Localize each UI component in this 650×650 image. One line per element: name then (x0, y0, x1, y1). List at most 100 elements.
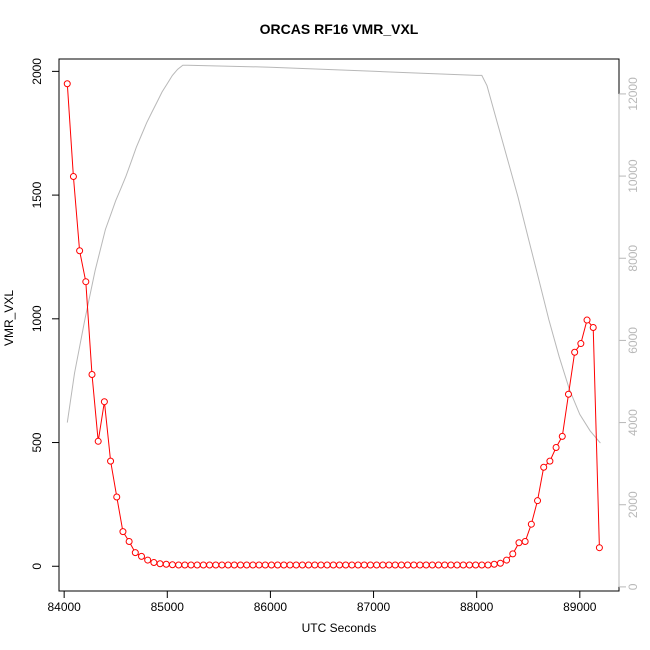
data-point (521, 538, 529, 546)
data-point (348, 561, 356, 569)
data-point (131, 549, 139, 557)
data-point (218, 561, 226, 569)
altitude-line (66, 64, 601, 444)
data-point (422, 561, 430, 569)
data-point (280, 561, 288, 569)
data-point (181, 561, 189, 569)
data-point (274, 561, 282, 569)
y2-tick-label: 6000 (626, 327, 640, 354)
data-point (323, 561, 331, 569)
data-point (224, 561, 232, 569)
data-point (249, 561, 257, 569)
y-tick-label: 500 (30, 432, 44, 452)
x-tick-label: 88000 (460, 600, 494, 614)
y2-tick-label: 10000 (626, 159, 640, 193)
series-altitude (66, 64, 601, 444)
data-point (583, 316, 591, 324)
y2-tick-label: 12000 (626, 77, 640, 111)
data-point (478, 561, 486, 569)
data-point (453, 561, 461, 569)
x-axis-label: UTC Seconds (302, 621, 377, 635)
data-point (441, 561, 449, 569)
data-point (187, 561, 195, 569)
data-point (267, 561, 275, 569)
data-point (366, 561, 374, 569)
x-tick-label: 87000 (357, 600, 391, 614)
y2-tick-label: 2000 (626, 491, 640, 518)
data-point (515, 539, 523, 547)
data-point (292, 561, 300, 569)
data-point (484, 561, 492, 569)
data-point (230, 561, 238, 569)
data-point (472, 561, 480, 569)
data-point (435, 561, 443, 569)
data-point (119, 528, 127, 536)
data-point (107, 457, 115, 465)
data-point (212, 561, 220, 569)
y-axis-right: 0 2000 4000 6000 8000 10000 12000 (618, 77, 640, 590)
data-point (76, 247, 84, 255)
data-point (162, 560, 170, 568)
data-point (175, 561, 183, 569)
data-point (509, 550, 517, 558)
data-point (100, 398, 108, 406)
data-point (577, 340, 585, 348)
data-point (416, 561, 424, 569)
data-point (317, 561, 325, 569)
data-point (237, 561, 245, 569)
x-tick-label: 89000 (563, 600, 597, 614)
data-point (589, 323, 597, 331)
y2-tick-label: 4000 (626, 409, 640, 436)
data-point (286, 561, 294, 569)
data-point (342, 561, 350, 569)
data-point (447, 561, 455, 569)
data-point (336, 561, 344, 569)
data-point (311, 561, 319, 569)
data-point (410, 561, 418, 569)
data-point (82, 278, 90, 286)
data-point (354, 561, 362, 569)
data-point (595, 544, 603, 552)
data-point (193, 561, 201, 569)
data-point (144, 556, 152, 564)
data-point (360, 561, 368, 569)
y-tick-label: 1000 (30, 305, 44, 332)
data-point (329, 561, 337, 569)
data-point (385, 561, 393, 569)
data-point (558, 432, 566, 440)
data-point (63, 80, 71, 88)
data-point (255, 561, 263, 569)
data-point (428, 561, 436, 569)
x-axis: 84000 85000 86000 87000 88000 89000 (47, 590, 597, 614)
x-tick-label: 84000 (47, 600, 81, 614)
data-point (496, 559, 504, 567)
data-point (397, 561, 405, 569)
data-point (125, 538, 133, 546)
data-point (552, 443, 560, 451)
x-tick-label: 86000 (254, 600, 288, 614)
data-point (534, 497, 542, 505)
data-point (546, 457, 554, 465)
data-point (527, 520, 535, 528)
x-tick-label: 85000 (151, 600, 185, 614)
data-point (113, 493, 121, 501)
data-point (150, 559, 158, 567)
series-vmr-vxl (63, 80, 603, 569)
chart-title: ORCAS RF16 VMR_VXL (260, 21, 419, 37)
data-point (156, 560, 164, 568)
data-point (503, 556, 511, 564)
data-point (206, 561, 214, 569)
data-point (305, 561, 313, 569)
data-point (69, 173, 77, 181)
data-point (373, 561, 381, 569)
data-point (459, 561, 467, 569)
data-point (571, 348, 579, 356)
data-point (94, 437, 102, 445)
data-point (88, 370, 96, 378)
y-tick-label: 0 (30, 563, 44, 570)
y-axis-left: 0 500 1000 1500 2000 (30, 58, 60, 570)
data-point (261, 561, 269, 569)
data-point (168, 561, 176, 569)
data-point (564, 390, 572, 398)
data-point (379, 561, 387, 569)
